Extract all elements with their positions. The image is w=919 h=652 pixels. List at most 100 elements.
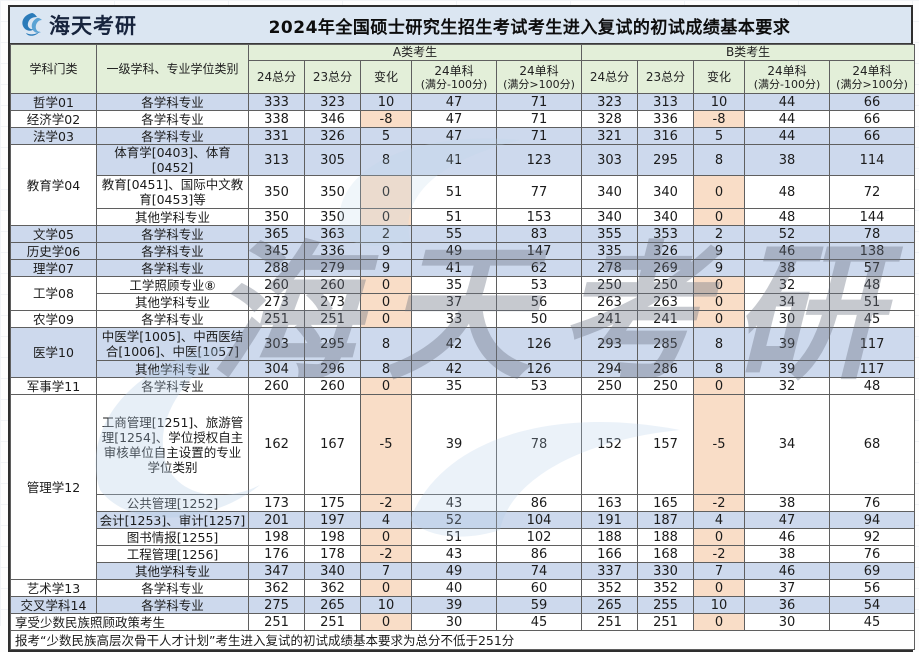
a-single100-cell: 47 <box>411 93 497 111</box>
brand-name: 海天考研 <box>49 13 137 38</box>
b-change-cell: -8 <box>693 110 746 128</box>
category-cell: 历史学06 <box>10 242 97 260</box>
category-cell: 经济学02 <box>10 110 97 128</box>
minority-policy-label: 享受少数民族照顾政策考生 <box>10 613 249 631</box>
major-cell: 各学科专业 <box>96 310 249 328</box>
a-singleover100-cell: 86 <box>495 494 583 512</box>
a-single100-cell: 51 <box>411 175 497 209</box>
b-total24-cell: 294 <box>581 360 639 378</box>
b-single100-cell: 46 <box>744 242 831 260</box>
a-singleover100-cell: 53 <box>495 377 583 395</box>
a-total23-cell: 251 <box>304 310 361 328</box>
b-total23-cell: 263 <box>637 293 695 311</box>
a-total24-cell: 303 <box>248 327 305 361</box>
a-total23-cell: 326 <box>304 127 361 145</box>
a-change-cell: 10 <box>360 93 412 111</box>
a-change-cell: -8 <box>360 110 412 128</box>
a-change-cell: 8 <box>360 360 412 378</box>
table-row: 农学09 各学科专业 251 251 0 33 50 241 241 0 30 45 <box>10 310 916 328</box>
category-cell: 管理学12 <box>10 394 97 580</box>
table-row: 其他学科专业 273 273 0 37 56 263 263 0 34 51 <box>11 293 916 311</box>
a-total23-cell: 197 <box>304 511 361 529</box>
a-total24-cell: 288 <box>248 259 305 277</box>
b-total23-cell: 352 <box>637 579 695 597</box>
b-change-cell: 2 <box>693 225 746 243</box>
table-row: 文学05 各学科专业 365 363 2 55 83 355 353 2 52 78 <box>10 225 916 243</box>
a-single100-cell: 51 <box>411 528 497 546</box>
a-total23-cell: 305 <box>304 144 361 176</box>
a-total23-cell: 363 <box>304 225 361 243</box>
a-single100-cell: 39 <box>411 394 497 495</box>
category-cell: 工学08 <box>10 276 97 311</box>
a-singleover100-cell: 83 <box>495 225 583 243</box>
b-singleover100-cell: 92 <box>829 528 916 546</box>
b-change-cell: 5 <box>693 127 746 145</box>
a-total24-cell: 260 <box>248 377 305 395</box>
category-cell: 农学09 <box>10 310 97 328</box>
b-single100-cell: 36 <box>744 596 831 614</box>
a-singleover100-cell: 86 <box>495 545 583 563</box>
b-total24-cell: 340 <box>581 175 639 209</box>
b-singleover100-cell: 66 <box>829 93 916 111</box>
minority-policy-row: 享受少数民族照顾政策考生 251 251 0 30 45 251 251 0 3… <box>10 613 916 631</box>
table-row: 工程管理[1256] 176 178 -2 43 86 166 168 -2 38 76 <box>11 545 916 563</box>
a-single100-cell: 55 <box>411 225 497 243</box>
a-total24-cell: 162 <box>248 394 305 495</box>
a-total23-cell: 295 <box>304 327 361 361</box>
b-change-cell: 0 <box>693 208 746 226</box>
b-total23-cell: 295 <box>637 144 695 176</box>
b-single100-cell: 34 <box>744 394 831 495</box>
b-single100-cell: 37 <box>744 579 831 597</box>
table-row: 会计[1253]、审计[1257] 201 197 4 52 104 191 187 4 47 94 <box>11 511 916 529</box>
a-change-cell: -5 <box>360 394 412 495</box>
b-single100-cell: 46 <box>744 562 831 580</box>
b-change-cell: 0 <box>693 579 746 597</box>
a-total24-cell: 173 <box>248 494 305 512</box>
b-singleover100-cell: 56 <box>829 579 916 597</box>
table-row: 其他学科专业 304 296 8 42 126 294 286 8 39 117 <box>11 360 916 378</box>
a-total23-cell: 279 <box>304 259 361 277</box>
a-total23-cell: 323 <box>304 93 361 111</box>
b-total24-cell: 163 <box>581 494 639 512</box>
b-change-cell: -5 <box>693 394 746 495</box>
a-total24-cell: 313 <box>248 144 305 176</box>
a-singleover100-cell: 62 <box>495 259 583 277</box>
b-singleover100-cell: 117 <box>829 327 916 361</box>
b-single100-cell: 44 <box>744 110 831 128</box>
footnote-row: 报考“少数民族高层次骨干人才计划”考生进入复试的初试成绩基本要求为总分不低于25… <box>9 630 916 650</box>
b-total23-cell: 340 <box>637 208 695 226</box>
b-total23-cell: 250 <box>637 276 695 294</box>
a-change-cell: 10 <box>360 596 412 614</box>
a-single100-cell: 51 <box>411 208 497 226</box>
header-a-total23: 23总分 <box>304 60 361 94</box>
b-single100-cell: 39 <box>744 327 831 361</box>
b-total24-cell: 335 <box>581 242 639 260</box>
a-total23-cell: 260 <box>304 377 361 395</box>
b-singleover100-cell: 144 <box>829 208 916 226</box>
b-change-cell: 0 <box>693 377 746 395</box>
a-single100-cell: 41 <box>411 259 497 277</box>
b-total23-cell: 255 <box>637 596 695 614</box>
b-total24-cell: 352 <box>581 579 639 597</box>
table-row: 教育[0451]、国际中文教育[0453]等 350 350 0 51 77 340 340 0… <box>11 175 916 209</box>
header-sublabel: (满分>100分) <box>836 77 908 91</box>
b-total23-cell: 326 <box>637 242 695 260</box>
b-total23-cell: 353 <box>637 225 695 243</box>
title-bar: 海天考研 2024年全国硕士研究生招生考试考生进入复试的初试成绩基本要求 <box>10 7 911 44</box>
b-single100-cell: 38 <box>744 545 831 563</box>
b-total24-cell: 188 <box>581 528 639 546</box>
a-total24-cell: 331 <box>248 127 305 145</box>
b-total24-cell: 263 <box>581 293 639 311</box>
b-total23-cell: 168 <box>637 545 695 563</box>
a-singleover100-cell: 71 <box>495 127 583 145</box>
a-total23-cell: 350 <box>304 175 361 209</box>
a-total23-cell: 350 <box>304 208 361 226</box>
category-cell: 教育学04 <box>10 144 97 226</box>
major-cell: 其他学科专业 <box>96 360 249 378</box>
major-cell: 公共管理[1252] <box>96 494 249 512</box>
b-change-cell: 9 <box>693 259 746 277</box>
table-row: 图书情报[1255] 198 198 0 51 102 188 188 0 46 92 <box>11 528 916 546</box>
b-singleover100-cell: 72 <box>829 175 916 209</box>
b-total23-cell: 330 <box>637 562 695 580</box>
a-total23-cell: 175 <box>304 494 361 512</box>
